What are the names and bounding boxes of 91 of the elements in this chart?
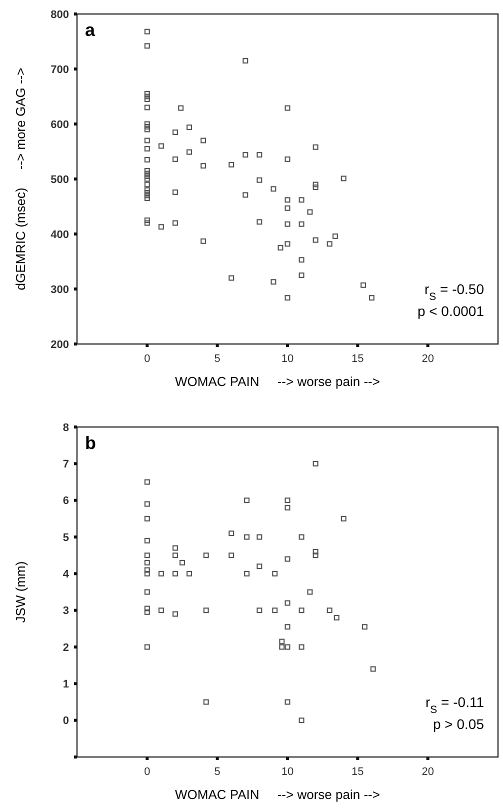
point [144, 570, 150, 576]
annotation: r$_{S}$ = -0.11 [425, 694, 484, 716]
point [144, 567, 150, 573]
x-tick-label: 20 [422, 353, 434, 365]
point [256, 564, 262, 570]
x-tick-label: 20 [422, 766, 434, 778]
point [284, 504, 290, 510]
x-tick-label: 0 [144, 766, 150, 778]
point [144, 479, 150, 485]
point [172, 552, 178, 558]
point [203, 608, 209, 614]
y-tick-label: 2 [62, 642, 69, 654]
point [144, 538, 150, 544]
x-axis-title: WOMAC PAIN --> worse pain --> [175, 787, 380, 802]
point [144, 589, 150, 595]
point [244, 534, 250, 540]
point [272, 608, 278, 614]
point [144, 606, 150, 612]
point [312, 460, 318, 466]
y-tick-label: 7 [62, 458, 69, 471]
point [172, 545, 178, 551]
point [186, 570, 192, 576]
point [284, 556, 290, 562]
x-tick-label: 10 [281, 766, 294, 778]
point [362, 624, 368, 630]
x-axis-title: WOMAC PAIN --> worse pain --> [175, 374, 380, 389]
x-tick-label: 5 [214, 766, 220, 778]
point [370, 666, 376, 672]
point [203, 552, 209, 558]
point [144, 516, 150, 522]
annotation: r$_{S}$ = -0.50 [424, 281, 484, 303]
point [340, 516, 346, 522]
y-tick-label: 8 [62, 422, 69, 434]
point [298, 718, 304, 724]
y-tick-label: 400 [50, 228, 69, 241]
point [279, 638, 285, 644]
y-tick-label: 200 [50, 338, 69, 351]
y-tick-label: 3 [62, 605, 69, 618]
y-tick-label: 1 [62, 678, 69, 691]
point [326, 608, 332, 614]
point [144, 644, 150, 650]
point [284, 498, 290, 504]
y-tick-label: 6 [62, 495, 69, 508]
x-tick-label: 0 [144, 353, 150, 365]
y-tick-label: 600 [50, 118, 69, 131]
point [256, 608, 262, 614]
point [203, 699, 209, 705]
point [284, 699, 290, 705]
point [144, 560, 150, 566]
point [307, 589, 313, 595]
y-tick-label: 800 [50, 8, 69, 21]
x-tick-label: 15 [352, 766, 364, 778]
point [144, 552, 150, 558]
point [158, 608, 164, 614]
point [284, 644, 290, 650]
point [144, 501, 150, 507]
point [312, 552, 318, 558]
y-tick-label: 4 [62, 568, 70, 581]
point [244, 498, 250, 504]
x-tick-label: 5 [214, 353, 220, 365]
point [279, 644, 285, 650]
point [158, 570, 164, 576]
point [298, 608, 304, 614]
point [272, 570, 278, 576]
y-axis-title: JSW (mm) [13, 561, 28, 623]
x-tick-label: 10 [281, 353, 294, 365]
point [284, 624, 290, 630]
y-tick-label: 500 [50, 174, 69, 186]
point [312, 548, 318, 554]
x-tick-label: 15 [352, 353, 364, 365]
point [180, 560, 185, 566]
annotation: p < 0.0001 [417, 303, 484, 319]
point [244, 570, 250, 576]
point [334, 614, 340, 620]
point [172, 570, 178, 576]
y-tick-label: 5 [62, 532, 69, 544]
y-tick-label: 300 [50, 284, 69, 296]
y-tick-label: 0 [62, 715, 69, 728]
point [298, 534, 304, 540]
chart-title: a [85, 20, 96, 40]
point [144, 609, 150, 615]
y-tick-label: 700 [50, 64, 69, 76]
point [228, 552, 234, 558]
point [172, 611, 178, 617]
point [298, 644, 304, 650]
point [228, 530, 234, 536]
point [284, 600, 290, 606]
chart-title: b [85, 433, 96, 453]
point [256, 534, 262, 540]
y-axis-title: dGEMRIC (msec) --> more GAG --> [13, 68, 28, 290]
annotation: p > 0.05 [433, 716, 484, 732]
